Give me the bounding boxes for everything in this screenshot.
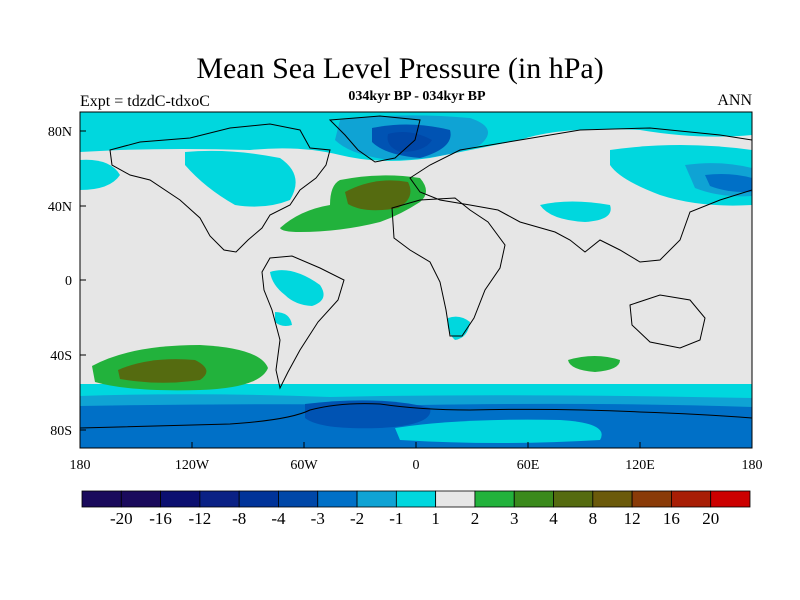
south-america-coast bbox=[261, 255, 345, 390]
colorbar-swatch bbox=[199, 490, 240, 508]
atlantic-high-2 bbox=[345, 180, 411, 211]
north-america-coast bbox=[109, 123, 331, 253]
colorbar-label: -20 bbox=[110, 509, 133, 528]
x-tick-label: 120E bbox=[625, 458, 655, 473]
colorbar-swatch bbox=[710, 490, 751, 508]
colorbar-label: 8 bbox=[589, 509, 598, 528]
x-tick-label: 60W bbox=[290, 458, 318, 473]
colorbar-swatch bbox=[671, 490, 712, 508]
colorbar-label: 4 bbox=[549, 509, 558, 528]
x-tick-label: 120W bbox=[175, 458, 210, 473]
asia-cyan bbox=[540, 201, 611, 222]
y-tick-label: 80S bbox=[50, 424, 72, 439]
colorbar-label: 1 bbox=[431, 509, 440, 528]
indian-ocean-high bbox=[568, 356, 620, 372]
colorbar-label: -2 bbox=[350, 509, 364, 528]
plot-title: Mean Sea Level Pressure (in hPa) bbox=[196, 52, 604, 85]
x-tick-label: 180 bbox=[742, 458, 763, 473]
x-tick-label: 180 bbox=[70, 458, 91, 473]
experiment-label: Expt = tdzdC-tdxoC bbox=[80, 93, 210, 110]
eurasia-coast bbox=[409, 127, 752, 263]
colorbar-swatch bbox=[120, 490, 161, 508]
colorbar-label: -4 bbox=[271, 509, 286, 528]
south-africa-cyan bbox=[447, 316, 470, 340]
colorbar-swatch bbox=[553, 490, 594, 508]
antarctica-coast bbox=[80, 403, 752, 429]
south-pacific-high-2 bbox=[118, 359, 207, 383]
colorbar-label: 16 bbox=[663, 509, 680, 528]
chile-cyan bbox=[275, 312, 292, 326]
colorbar: -20 -16 -12 -8 -4 -3 -2 -1 1 2 3 4 8 12 16 20 bbox=[81, 490, 751, 528]
antarctic-cyan bbox=[395, 419, 602, 443]
y-tick-label: 40N bbox=[48, 200, 72, 215]
colorbar-swatch bbox=[631, 490, 672, 508]
alaska-cyan bbox=[80, 159, 120, 190]
colorbar-label: -1 bbox=[389, 509, 403, 528]
colorbar-label: -8 bbox=[232, 509, 246, 528]
y-tick-label: 40S bbox=[50, 349, 72, 364]
y-tick-label: 80N bbox=[48, 125, 72, 140]
plot-subtitle: 034kyr BP - 034kyr BP bbox=[348, 89, 486, 104]
greenland-low bbox=[387, 132, 432, 152]
colorbar-swatch bbox=[474, 490, 515, 508]
colorbar-swatch bbox=[513, 490, 554, 508]
africa-coast bbox=[391, 197, 506, 337]
colorbar-swatch bbox=[592, 490, 633, 508]
colorbar-label: -12 bbox=[189, 509, 212, 528]
colorbar-label: -3 bbox=[311, 509, 325, 528]
y-tick-labels: 80N 40N 0 40S 80S bbox=[48, 125, 72, 439]
x-tick-label: 60E bbox=[517, 458, 540, 473]
colorbar-swatch bbox=[395, 490, 437, 508]
australia-coast bbox=[629, 294, 706, 349]
pressure-field bbox=[80, 112, 752, 448]
colorbar-swatch bbox=[317, 490, 358, 508]
coastlines bbox=[80, 115, 752, 429]
south-america-cyan bbox=[270, 270, 324, 306]
axis-ticks bbox=[79, 130, 753, 448]
colorbar-swatch bbox=[160, 490, 201, 508]
greenland-coast bbox=[328, 115, 421, 163]
antarctic-low bbox=[305, 400, 431, 429]
season-label: ANN bbox=[717, 92, 752, 109]
canada-cyan bbox=[185, 150, 296, 207]
x-tick-labels: 180 120W 60W 0 60E 120E 180 bbox=[70, 458, 763, 473]
colorbar-swatch bbox=[81, 490, 122, 508]
x-tick-label: 0 bbox=[413, 458, 420, 473]
y-tick-label: 0 bbox=[65, 274, 72, 289]
colorbar-label: -16 bbox=[149, 509, 172, 528]
colorbar-swatch bbox=[238, 490, 279, 508]
colorbar-label: 3 bbox=[510, 509, 519, 528]
colorbar-label: 12 bbox=[624, 509, 641, 528]
colorbar-swatch bbox=[435, 490, 476, 508]
colorbar-label: 20 bbox=[702, 509, 719, 528]
colorbar-swatch bbox=[278, 490, 319, 508]
colorbar-label: 2 bbox=[471, 509, 480, 528]
siberia-dark bbox=[705, 174, 752, 193]
colorbar-swatch bbox=[356, 490, 397, 508]
